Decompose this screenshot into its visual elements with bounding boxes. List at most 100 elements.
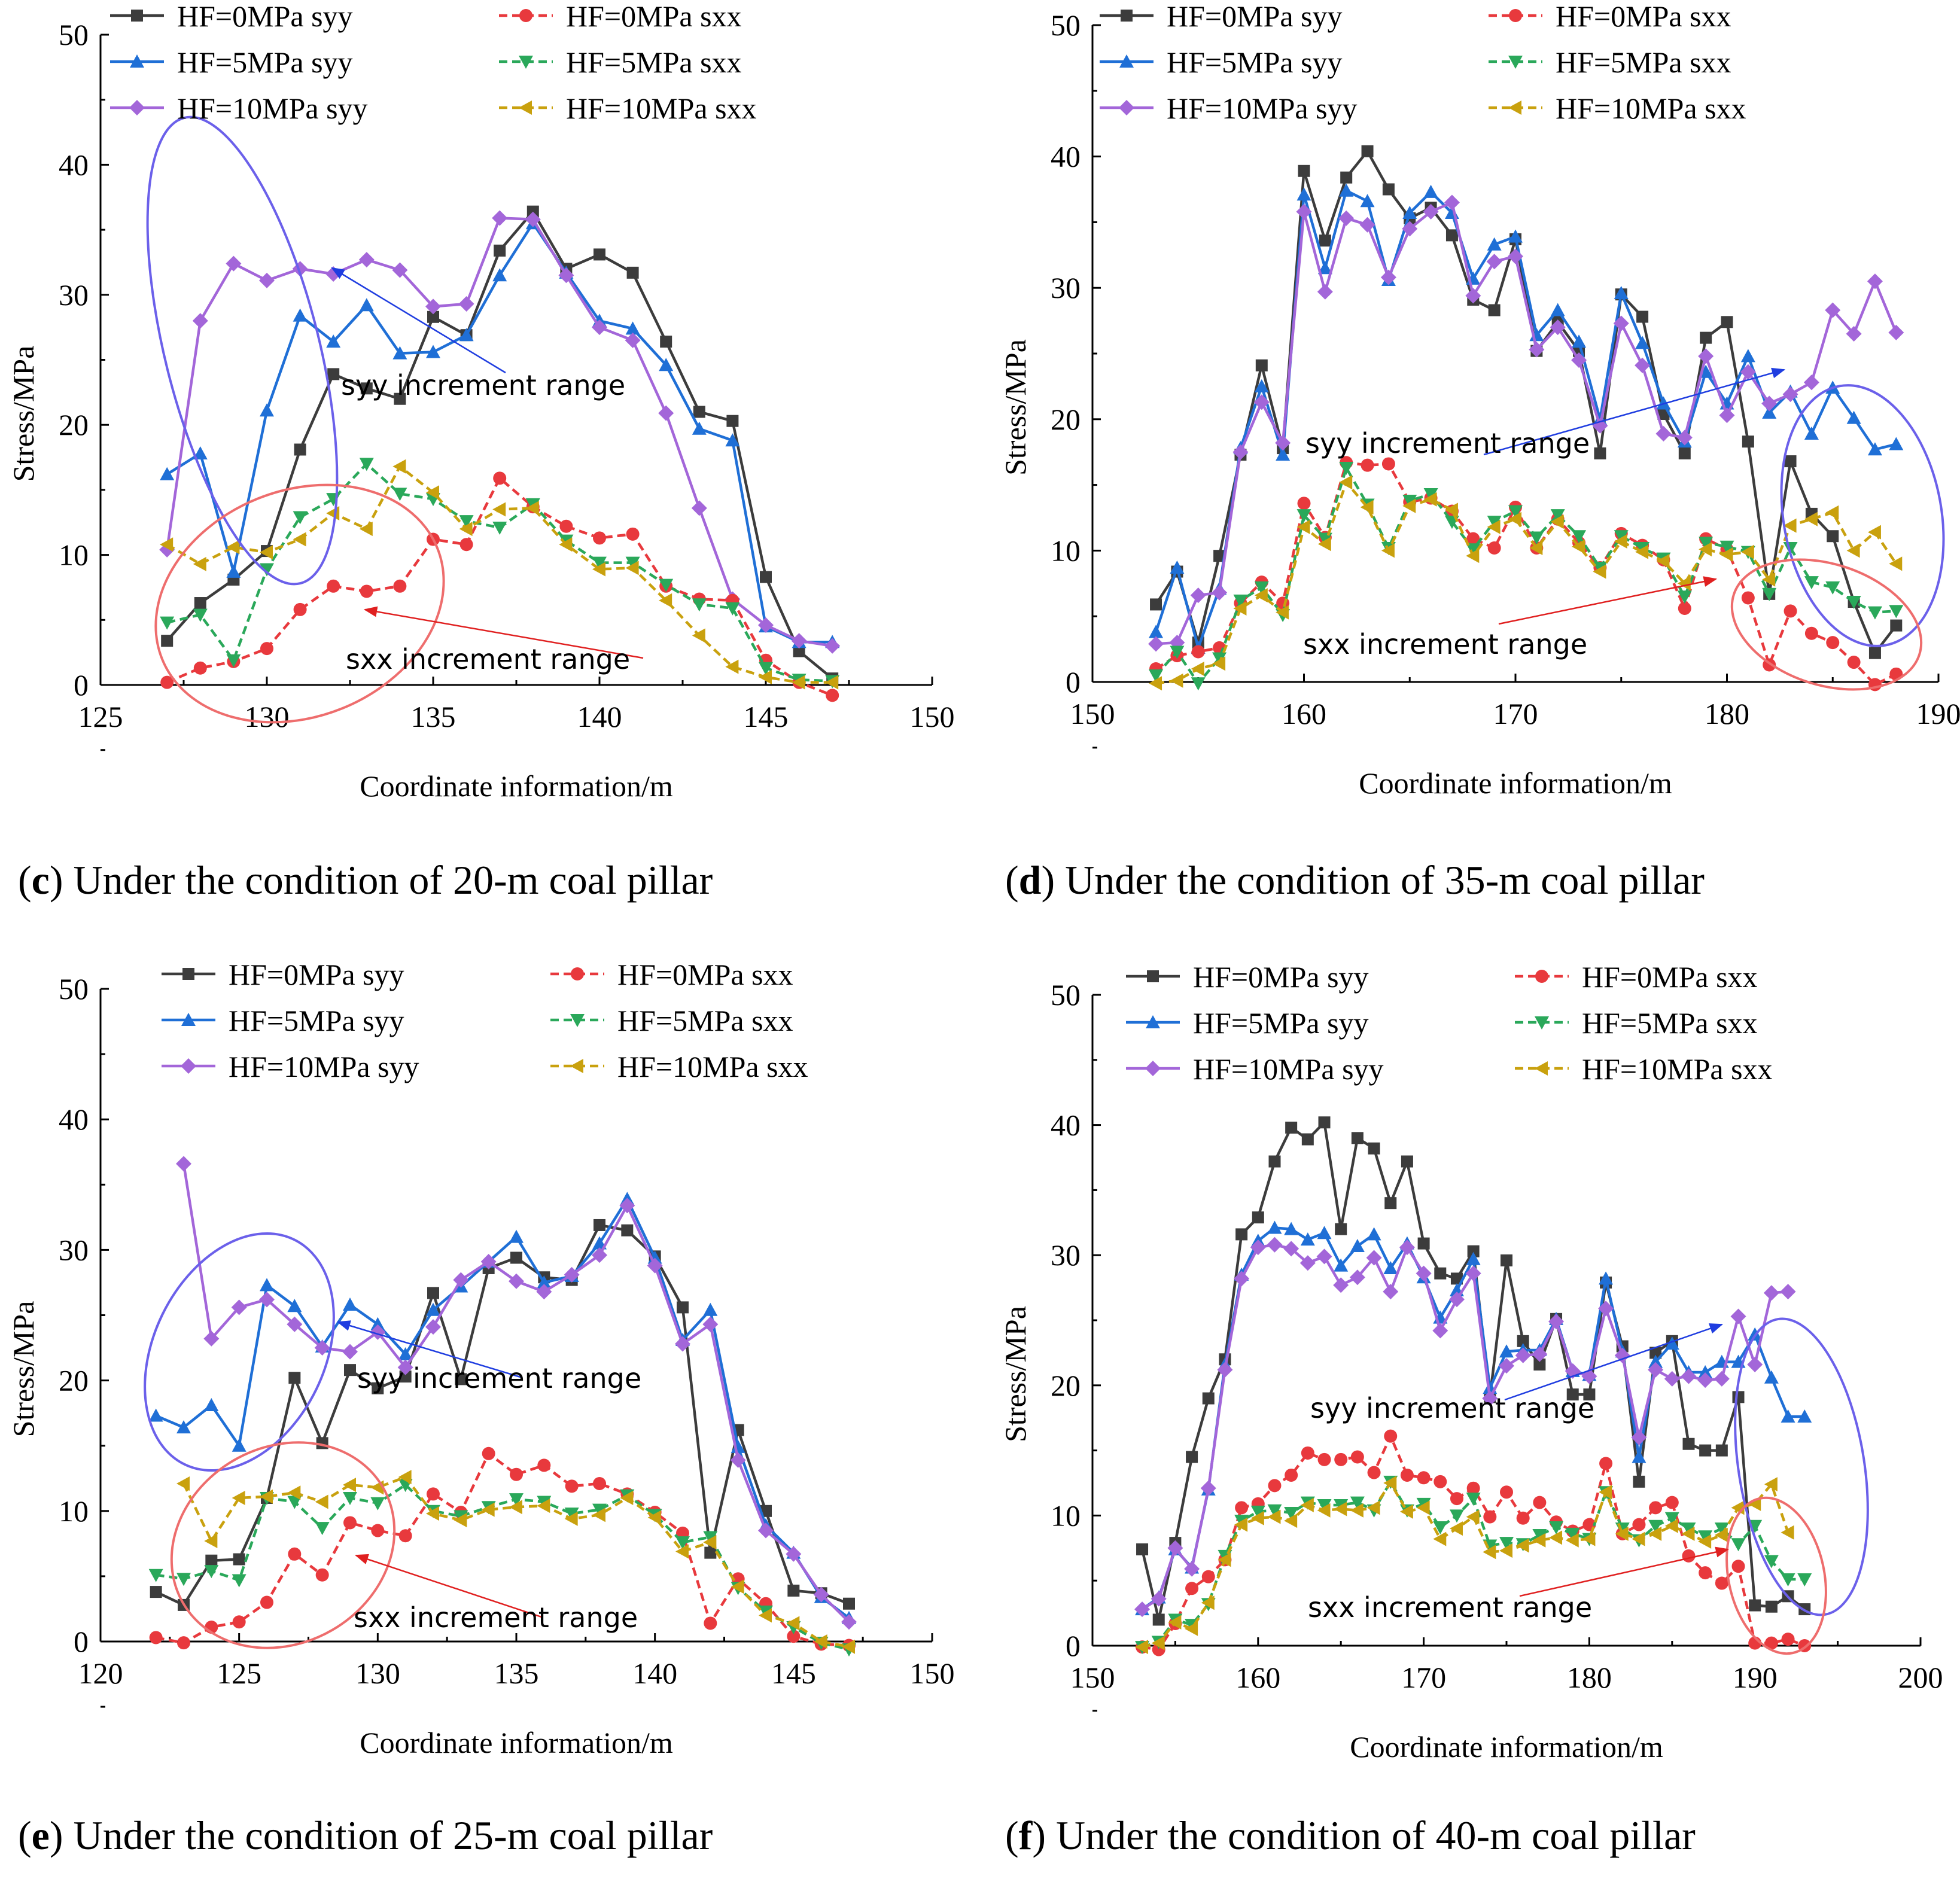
data-point xyxy=(1466,1251,1481,1265)
data-point xyxy=(148,1408,163,1422)
legend-marker xyxy=(129,100,145,115)
annotation-arrow xyxy=(331,267,506,374)
data-point xyxy=(1401,1155,1413,1168)
legend-marker xyxy=(181,1058,196,1074)
data-point xyxy=(1648,1526,1662,1541)
data-point xyxy=(1360,194,1375,208)
data-point xyxy=(1366,1500,1380,1515)
data-point xyxy=(1749,1599,1761,1612)
data-point xyxy=(1200,1480,1216,1496)
legend-label: HF=5MPa sxx xyxy=(1556,45,1731,79)
data-point xyxy=(1285,1121,1298,1134)
data-point xyxy=(425,299,441,315)
y-tick-label: 30 xyxy=(1051,271,1081,304)
data-point xyxy=(260,403,274,417)
data-point xyxy=(1284,1507,1299,1521)
y-axis-title: Stress/MPa xyxy=(999,1306,1032,1442)
data-point xyxy=(204,1398,219,1412)
data-point xyxy=(1664,1518,1678,1533)
data-point xyxy=(453,1272,469,1288)
data-point xyxy=(1682,1438,1695,1450)
data-point xyxy=(725,433,740,447)
legend-marker xyxy=(519,101,532,115)
data-point xyxy=(1334,1452,1348,1466)
legend-marker xyxy=(1508,56,1523,69)
y-tick-label: 40 xyxy=(1051,1108,1081,1142)
caption-letter: e xyxy=(32,1813,50,1858)
data-point xyxy=(1764,1636,1778,1650)
y-tick-label: 20 xyxy=(59,1364,89,1397)
data-point xyxy=(620,1490,634,1505)
data-point xyxy=(526,205,539,218)
series-line xyxy=(1141,1243,1788,1610)
data-point xyxy=(1335,1223,1347,1235)
data-point xyxy=(1747,1356,1763,1372)
data-point xyxy=(1185,1582,1199,1595)
data-point xyxy=(703,1535,717,1550)
data-point xyxy=(288,1372,301,1384)
data-point xyxy=(1732,1391,1745,1403)
data-point xyxy=(1217,1362,1233,1378)
data-point xyxy=(1594,447,1606,459)
data-point xyxy=(427,1487,440,1501)
data-point xyxy=(260,1278,274,1292)
legend-label: HF=10MPa syy xyxy=(1193,1052,1384,1086)
annotation-arrow xyxy=(1498,576,1718,625)
data-point xyxy=(342,1344,358,1360)
panel-caption: (f) Under the condition of 40-m coal pil… xyxy=(1005,1813,1696,1858)
data-point xyxy=(1284,1513,1298,1528)
data-point xyxy=(1483,1545,1496,1560)
data-point xyxy=(1599,1485,1612,1500)
data-point xyxy=(1740,544,1754,559)
data-point xyxy=(494,244,506,257)
series-hf-10mpa-sxx xyxy=(176,1470,855,1654)
data-point xyxy=(1340,171,1353,184)
data-point xyxy=(193,661,207,675)
data-point xyxy=(1599,1271,1614,1285)
data-point xyxy=(293,511,308,525)
data-point xyxy=(1664,1336,1679,1350)
data-point xyxy=(1532,1533,1546,1548)
data-point xyxy=(1186,1451,1198,1463)
legend-item: HF=10MPa sxx xyxy=(1489,92,1746,125)
data-point xyxy=(1482,1390,1498,1406)
data-point xyxy=(1170,645,1185,659)
data-point xyxy=(287,1485,301,1500)
x-tick-label: 135 xyxy=(411,700,456,733)
legend-item: HF=5MPa syy xyxy=(162,1004,404,1037)
data-point xyxy=(702,1316,719,1332)
data-point xyxy=(1572,530,1587,544)
data-point xyxy=(1300,1232,1315,1246)
data-point xyxy=(1488,304,1501,316)
data-point xyxy=(1550,303,1565,316)
data-point xyxy=(1350,1496,1365,1510)
panel-caption: (e) Under the condition of 25-m coal pil… xyxy=(18,1813,713,1858)
data-point xyxy=(1402,206,1417,220)
data-point xyxy=(1213,550,1226,562)
data-point xyxy=(1699,1566,1712,1580)
data-point xyxy=(1781,1409,1795,1423)
caption-paren: ( xyxy=(1005,1813,1019,1858)
data-point xyxy=(1888,324,1904,340)
legend-item: HF=0MPa syy xyxy=(162,958,404,991)
data-point xyxy=(1151,1636,1165,1650)
data-point xyxy=(1338,210,1355,226)
legend: HF=0MPa syy HF=5MPa syy HF=10MPa syy HF=0MP… xyxy=(110,0,757,125)
data-point xyxy=(1714,1371,1730,1387)
data-point xyxy=(1168,1615,1182,1630)
legend-label: HF=0MPa sxx xyxy=(617,958,793,991)
data-point xyxy=(1632,1449,1646,1463)
data-point xyxy=(1466,1481,1480,1495)
data-point xyxy=(792,675,805,690)
y-tick-label: 50 xyxy=(59,972,89,1006)
data-point xyxy=(1296,203,1312,220)
data-point xyxy=(204,1533,218,1548)
x-tick-label: 150 xyxy=(1070,1661,1115,1694)
data-point xyxy=(1301,1446,1314,1460)
highlight-ellipse xyxy=(1730,558,1923,691)
data-point xyxy=(758,617,774,633)
data-point xyxy=(1648,1362,1664,1378)
data-point xyxy=(1681,1522,1696,1536)
data-point xyxy=(343,1478,356,1493)
x-tick-label: 145 xyxy=(744,700,789,733)
